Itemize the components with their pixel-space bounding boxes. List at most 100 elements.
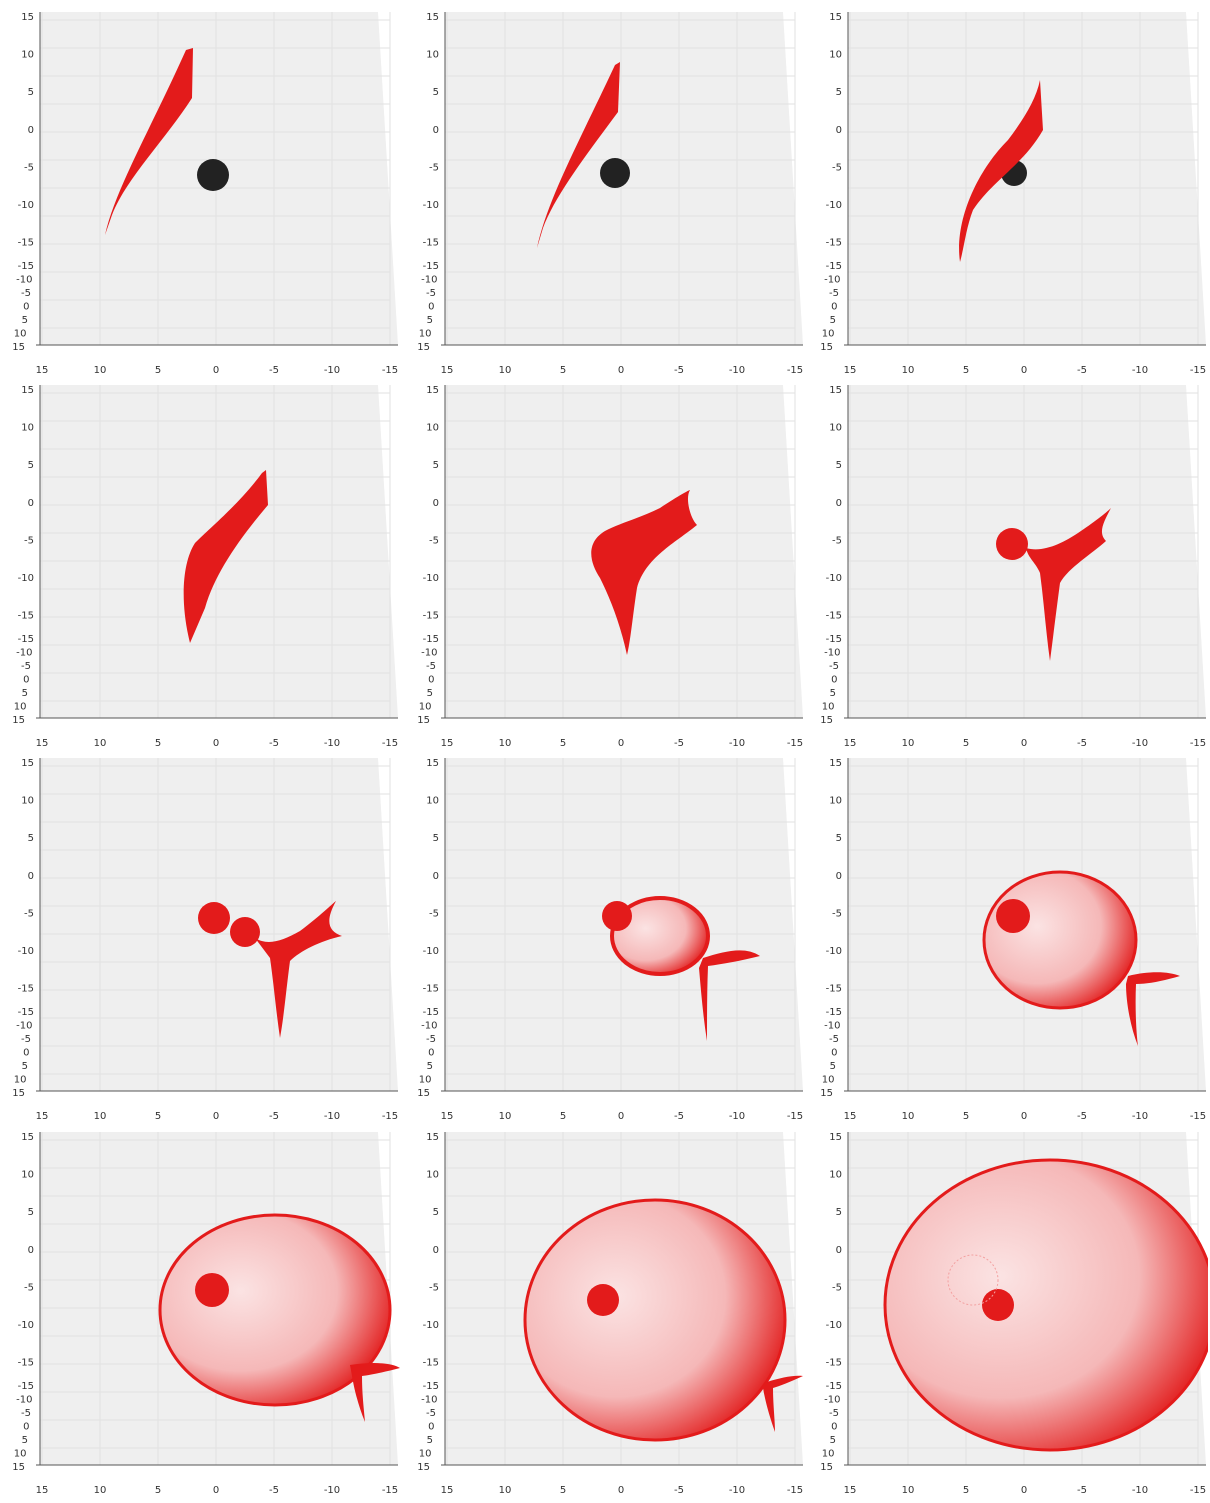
vertical-tick-label: 0 [433,125,439,136]
depth-tick-label: -5 [829,1408,839,1419]
horizontal-tick-label: -10 [729,738,745,749]
vertical-tick-label: 15 [21,385,34,396]
horizontal-tick-label: 5 [560,365,566,376]
shape-part [602,901,632,931]
horizontal-tick-label: 0 [1021,738,1027,749]
panel: 15 10 5 0 -5 -10 -15 -15 -10 -5 0 5 10 15 15 10 5 0 -5 -10 -… [12,385,398,749]
vertical-tick-label: 5 [433,833,439,844]
horizontal-tick-label: -5 [269,1485,279,1496]
depth-tick-label: 5 [427,1435,433,1446]
depth-tick-label: 0 [23,1048,29,1059]
horizontal-tick-label: 5 [560,1485,566,1496]
depth-tick-label: 0 [831,1422,837,1433]
shape-part [537,62,620,248]
depth-tick-label: 10 [822,702,835,713]
horizontal-tick-label: 0 [618,1485,624,1496]
depth-tick-label: -5 [21,661,31,672]
shape-part [763,1375,803,1432]
depth-tick-label: 10 [14,329,27,340]
shape-part [1026,508,1111,661]
horizontal-tick-label: -15 [1190,1485,1206,1496]
vertical-tick-label: -10 [18,1320,34,1331]
horizontal-tick-label: -15 [787,738,803,749]
vertical-tick-label: 5 [836,833,842,844]
vertical-tick-label: -5 [429,162,439,173]
depth-tick-label: 15 [820,1462,833,1473]
vertical-tick-label: -10 [423,573,439,584]
depth-tick-label: -15 [826,1381,842,1392]
simulation-shape [602,896,760,1041]
depth-tick-label: -10 [824,1395,840,1406]
vertical-tick-label: 5 [433,1207,439,1218]
vertical-tick-label: -5 [429,535,439,546]
vertical-tick-label: 15 [21,12,34,23]
vertical-tick-label: -10 [18,946,34,957]
panel: 15 10 5 0 -5 -10 -15 -15 -10 -5 0 5 10 15 15 10 5 0 -5 -10 -… [12,758,398,1122]
horizontal-tick-label: 15 [441,1485,454,1496]
vertical-tick-label: -10 [826,200,842,211]
vertical-tick-label: -10 [18,573,34,584]
horizontal-tick-label: -15 [382,1111,398,1122]
vertical-tick-label: 10 [21,796,34,807]
vertical-tick-label: -5 [24,908,34,919]
depth-tick-label: 0 [428,1048,434,1059]
vertical-tick-label: 10 [426,50,439,61]
horizontal-tick-label: 10 [94,738,107,749]
vertical-tick-label: -15 [423,238,439,249]
shape-part [183,470,268,643]
depth-tick-label: 5 [22,1061,28,1072]
vertical-tick-label: 0 [433,1245,439,1256]
horizontal-tick-label: 10 [902,1111,915,1122]
shape-part [996,528,1028,560]
depth-tick-label: -15 [423,1007,439,1018]
horizontal-tick-label: -5 [269,365,279,376]
vertical-tick-label: 0 [28,125,34,136]
vertical-tick-label: 5 [28,87,34,98]
shape-part [982,870,1138,1010]
vertical-tick-label: -5 [832,908,842,919]
panel: 15 10 5 0 -5 -10 -15 -15 -10 -5 0 5 10 15 15 10 5 0 -5 -10 -… [417,758,803,1122]
horizontal-tick-label: 10 [499,1111,512,1122]
depth-tick-label: 5 [830,688,836,699]
horizontal-tick-label: -5 [1077,365,1087,376]
horizontal-tick-label: 0 [1021,1485,1027,1496]
vertical-tick-label: 0 [836,125,842,136]
horizontal-tick-label: 0 [213,1485,219,1496]
depth-tick-label: -5 [426,1034,436,1045]
depth-tick-label: -5 [21,1034,31,1045]
vertical-tick-label: -5 [429,908,439,919]
vertical-tick-label: -5 [832,535,842,546]
depth-tick-label: 10 [419,329,432,340]
horizontal-tick-label: 0 [213,365,219,376]
vertical-tick-label: -15 [423,984,439,995]
depth-tick-label: 15 [12,342,25,353]
shape-part [255,901,342,1038]
depth-tick-label: 5 [427,688,433,699]
simulation-shape [537,62,630,248]
horizontal-tick-label: -5 [674,1485,684,1496]
shape-part [198,902,230,934]
vertical-tick-label: 15 [21,758,34,769]
vertical-tick-label: -15 [18,1358,34,1369]
horizontal-tick-label: 10 [499,365,512,376]
depth-tick-label: 10 [822,329,835,340]
depth-tick-label: 15 [820,715,833,726]
depth-tick-label: -10 [824,1021,840,1032]
depth-tick-label: 15 [820,1088,833,1099]
vertical-tick-label: -10 [18,200,34,211]
horizontal-tick-label: 15 [36,738,49,749]
depth-tick-label: 0 [831,302,837,313]
vertical-tick-label: -10 [423,1320,439,1331]
horizontal-tick-label: 15 [441,365,454,376]
depth-tick-label: 15 [12,1462,25,1473]
horizontal-tick-label: -5 [269,738,279,749]
horizontal-tick-label: -10 [324,1111,340,1122]
depth-tick-label: -5 [426,1408,436,1419]
horizontal-tick-label: -15 [787,365,803,376]
panel: 15 10 5 0 -5 -10 -15 -15 -10 -5 0 5 10 15 15 10 5 0 -5 -10 -… [417,1132,803,1496]
vertical-tick-label: 5 [28,833,34,844]
vertical-tick-label: -10 [423,200,439,211]
horizontal-tick-label: 15 [441,738,454,749]
panel: 15 10 5 0 -5 -10 -15 -15 -10 -5 0 5 10 15 15 10 5 0 -5 -10 -… [12,1132,400,1496]
shape-part [982,1289,1014,1321]
